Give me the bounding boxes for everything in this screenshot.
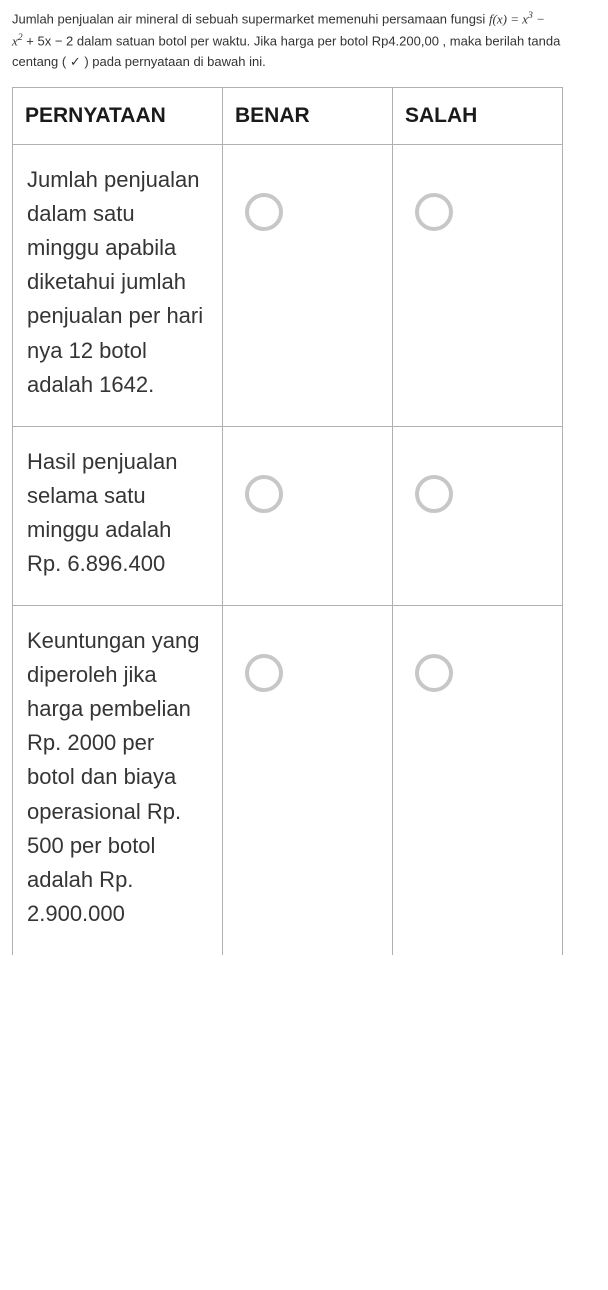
false-cell bbox=[393, 426, 563, 605]
true-cell bbox=[223, 145, 393, 427]
table-row: Hasil penjualan selama satu minggu adala… bbox=[13, 426, 563, 605]
question-line1-pre: Jumlah penjualan air mineral di sebuah s… bbox=[12, 11, 489, 26]
radio-true[interactable] bbox=[245, 475, 283, 513]
radio-false[interactable] bbox=[415, 654, 453, 692]
true-cell bbox=[223, 606, 393, 955]
radio-false[interactable] bbox=[415, 193, 453, 231]
question-prompt: Jumlah penjualan air mineral di sebuah s… bbox=[0, 0, 608, 77]
table-row: Keuntungan yang diperoleh jika harga pem… bbox=[13, 606, 563, 955]
table-header-row: PERNYATAAN BENAR SALAH bbox=[13, 88, 563, 145]
table-row: Jumlah penjualan dalam satu minggu apabi… bbox=[13, 145, 563, 427]
statement-cell: Keuntungan yang diperoleh jika harga pem… bbox=[13, 606, 223, 955]
false-cell bbox=[393, 606, 563, 955]
header-true: BENAR bbox=[223, 88, 393, 145]
question-line2-mid: + 5x − 2 dalam satuan botol per waktu. J… bbox=[23, 33, 561, 48]
header-false: SALAH bbox=[393, 88, 563, 145]
header-statement: PERNYATAAN bbox=[13, 88, 223, 145]
radio-true[interactable] bbox=[245, 193, 283, 231]
statement-cell: Hasil penjualan selama satu minggu adala… bbox=[13, 426, 223, 605]
radio-false[interactable] bbox=[415, 475, 453, 513]
question-minus: − bbox=[533, 11, 545, 26]
question-func: f(x) = x bbox=[489, 11, 528, 26]
radio-true[interactable] bbox=[245, 654, 283, 692]
true-cell bbox=[223, 426, 393, 605]
statements-table: PERNYATAAN BENAR SALAH Jumlah penjualan … bbox=[12, 87, 563, 955]
question-line3: centang ( ✓ ) pada pernyataan di bawah i… bbox=[12, 54, 266, 69]
false-cell bbox=[393, 145, 563, 427]
statement-cell: Jumlah penjualan dalam satu minggu apabi… bbox=[13, 145, 223, 427]
